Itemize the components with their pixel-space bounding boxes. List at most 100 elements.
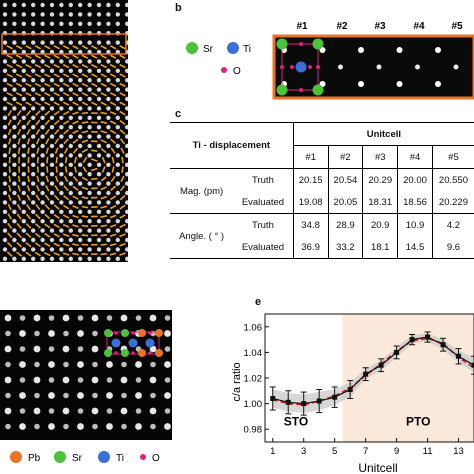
col-header: Unitcell — [292, 122, 474, 146]
displacement-arrow — [8, 138, 12, 145]
atom-column — [96, 228, 102, 233]
displacement-arrow — [119, 233, 126, 238]
atom-column — [2, 228, 8, 233]
atom-column — [40, 115, 45, 121]
displacement-arrow — [120, 147, 125, 154]
ti-atom — [145, 338, 155, 348]
displacement-arrow — [81, 139, 89, 144]
atom-column — [2, 200, 8, 205]
atom-column — [338, 64, 343, 70]
displacement-arrow — [6, 251, 13, 257]
displacement-arrow — [8, 185, 12, 192]
displacement-arrow — [119, 223, 126, 229]
atom-column — [96, 96, 102, 102]
atom-column — [115, 134, 121, 139]
atom-column — [40, 106, 45, 111]
evaluated-label: Evaluated — [233, 236, 294, 259]
atom-column — [68, 106, 74, 111]
atom-column — [21, 256, 26, 261]
table-cell: 18.56 — [397, 191, 433, 214]
atom-column — [21, 143, 26, 149]
o-atom — [114, 331, 118, 335]
data-point — [456, 353, 462, 359]
atom-column — [106, 228, 111, 233]
displacement-arrow — [119, 54, 126, 59]
displacement-arrow — [72, 138, 79, 144]
atom-column — [31, 106, 36, 111]
atom-column — [12, 40, 17, 45]
atom-column — [135, 392, 142, 399]
displacement-arrow — [63, 195, 70, 201]
displacement-arrow — [91, 45, 98, 50]
atom-column — [78, 190, 83, 196]
displacement-arrow — [7, 128, 12, 136]
atom-column — [2, 96, 8, 102]
displacement-arrow — [25, 251, 32, 257]
displacement-arrow — [72, 175, 79, 182]
atom-column — [68, 87, 74, 92]
atom-column — [62, 407, 70, 415]
displacement-arrow — [54, 138, 60, 145]
displacement-arrow — [91, 167, 98, 172]
atom-column — [87, 21, 92, 26]
displacement-arrow — [7, 213, 13, 220]
displacement-arrow — [7, 194, 12, 201]
atom-column — [96, 172, 102, 177]
atom-column — [2, 219, 8, 224]
displacement-arrow — [82, 156, 88, 164]
atom-column — [77, 346, 84, 352]
displacement-arrow — [34, 251, 42, 257]
atom-column — [120, 376, 128, 384]
panel-label-b: b — [175, 2, 182, 14]
displacement-arrow — [45, 175, 50, 183]
atom-column — [87, 115, 92, 121]
displacement-arrow — [16, 119, 22, 126]
atom-column — [21, 219, 26, 224]
displacement-arrow — [109, 204, 117, 210]
atom-column — [68, 172, 74, 177]
data-point — [332, 394, 338, 400]
table-cell: 19.08 — [292, 191, 329, 214]
displacement-arrow — [44, 110, 51, 116]
atom-column — [59, 2, 64, 8]
atom-column — [68, 181, 74, 186]
displacement-arrow — [120, 175, 125, 183]
atom-column — [87, 181, 92, 186]
atom-column — [125, 12, 128, 17]
atom-column — [49, 228, 55, 233]
displacement-arrow — [81, 253, 89, 256]
atom-column — [49, 2, 55, 8]
atom-column — [63, 361, 69, 368]
atom-column — [40, 59, 45, 64]
atom-column — [31, 125, 36, 130]
atom-column — [68, 219, 74, 224]
atom-column — [40, 153, 45, 158]
atom-column — [40, 2, 45, 8]
atom-column — [19, 377, 26, 383]
legend-b: Sr Ti O — [186, 42, 251, 77]
displacement-arrow — [62, 242, 70, 247]
displacement-arrow — [25, 101, 32, 106]
atom-column — [96, 209, 102, 214]
displacement-arrow — [91, 82, 98, 88]
atom-column — [40, 134, 45, 139]
displacement-arrow — [55, 166, 58, 173]
displacement-arrow — [44, 63, 51, 69]
atom-column — [106, 256, 111, 261]
displacement-arrow — [16, 213, 22, 220]
displacement-arrow — [53, 92, 60, 97]
displacement-arrow — [53, 73, 60, 78]
atom-column — [125, 209, 128, 214]
atom-column — [40, 49, 45, 55]
displacement-arrow — [109, 54, 117, 59]
atom-column — [96, 219, 102, 224]
displacement-arrow — [109, 214, 117, 219]
o-atom — [131, 351, 135, 355]
displacement-arrow — [26, 185, 31, 192]
displacement-arrow — [53, 54, 60, 59]
displacement-arrow — [44, 204, 51, 210]
atom-column — [49, 256, 55, 261]
displacement-arrow — [44, 119, 51, 126]
displacement-arrow — [109, 195, 117, 201]
atom-column — [115, 228, 121, 233]
